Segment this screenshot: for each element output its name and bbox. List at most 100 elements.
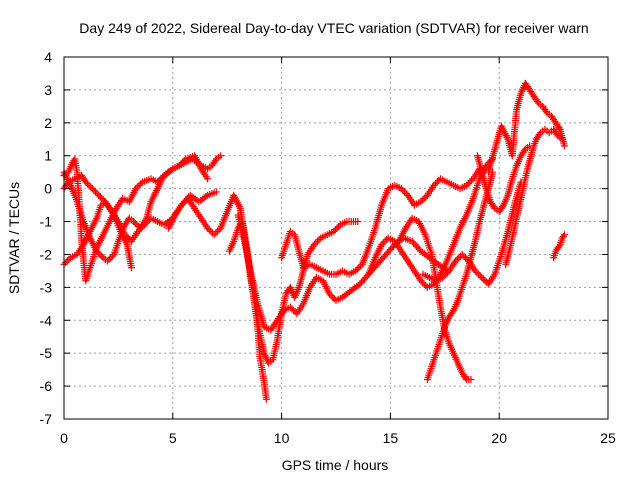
data-point [520,147,528,155]
data-point [137,180,145,188]
data-series-16 [550,231,568,262]
data-point [560,142,568,150]
data-point [558,135,566,143]
data-point [325,290,333,298]
tick-labels: 0 5 10 15 20 25 -7 -6 -5 -4 -3 -2 -1 0 1 2 3 4 [40,49,616,446]
y-tick-label: 4 [44,49,52,65]
data-point [108,252,116,260]
data-points [60,79,568,403]
data-point [90,186,98,194]
data-point [466,178,474,186]
data-point [177,160,185,168]
data-point [98,252,106,260]
data-point [422,193,430,201]
data-point [417,277,425,285]
data-point [314,237,322,245]
data-point [417,198,425,206]
data-point [83,180,91,188]
data-point [213,227,221,235]
data-point [535,130,543,138]
data-point [104,257,112,265]
data-series-9 [365,155,497,291]
y-tick-label: -5 [40,345,53,361]
data-point [137,224,145,232]
data-point [286,303,294,311]
data-point [210,231,218,239]
data-point [62,259,70,267]
data-point [460,252,468,260]
data-series-4 [60,171,135,272]
data-point [420,195,428,203]
x-tick-label: 10 [274,430,290,446]
data-point [448,308,456,316]
data-point [440,272,448,280]
data-point [355,264,363,272]
data-point [490,203,498,211]
data-point [107,254,115,262]
data-point [555,124,563,132]
data-point [180,157,188,165]
data-point [315,236,323,244]
data-point [356,262,364,270]
data-point [432,180,440,188]
data-point [207,227,215,235]
y-tick-label: 1 [44,148,52,164]
data-point [415,246,423,254]
data-point [473,269,481,277]
data-point [467,176,475,184]
data-series-8 [278,165,484,278]
y-tick-label: 0 [44,181,52,197]
data-point [155,176,163,184]
data-point [430,181,438,189]
data-point [335,222,343,230]
data-point [178,201,186,209]
data-point [204,224,212,232]
data-series-13 [484,79,568,176]
y-axis-label: SDTVAR / TECUs [6,182,22,294]
y-tick-label: -6 [40,378,53,394]
data-point [175,162,183,170]
data-point [559,232,567,240]
data-point [555,242,563,250]
data-point [379,239,387,247]
data-point [158,173,166,181]
data-point [463,181,471,189]
data-point [455,254,463,262]
data-point [93,190,101,198]
data-point [439,273,447,281]
plot-frame [63,56,609,420]
data-point [475,270,483,278]
y-tick-label: 2 [44,115,52,131]
data-point [130,218,138,226]
x-tick-label: 15 [383,430,399,446]
data-point [205,226,213,234]
data-point [211,157,219,165]
data-point [134,227,142,235]
data-point [479,275,487,283]
y-tick-label: -1 [40,214,53,230]
data-point [353,265,361,273]
x-axis-label: GPS time / hours [282,457,389,473]
data-point [65,255,73,263]
data-point [217,152,225,160]
data-point [471,267,479,275]
data-point [204,175,212,183]
data-point [87,183,95,191]
data-point [212,229,220,237]
data-point [467,376,475,384]
y-tick-label: -2 [40,246,53,262]
data-point [88,185,96,193]
data-point [560,231,568,239]
data-point [102,199,110,207]
data-point [526,142,534,150]
data-point [212,188,220,196]
data-point [63,257,71,265]
x-tick-label: 20 [491,430,507,446]
data-point [85,181,93,189]
x-tick-label: 5 [169,430,177,446]
data-point [132,185,140,193]
data-point [461,374,469,382]
data-point [331,226,339,234]
